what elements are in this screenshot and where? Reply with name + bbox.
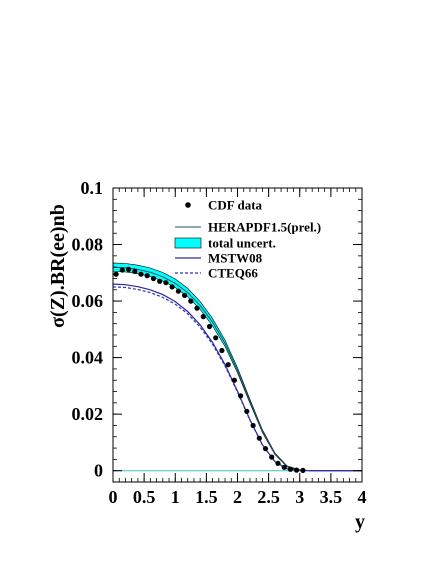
y-tick-label: 0.04 (72, 348, 104, 368)
data-point (206, 323, 213, 330)
y-tick-label: 0 (94, 461, 103, 481)
axes: 0 0.5 1 1.5 2 2.5 3 3.5 4 0 0.02 0.04 0.06 0.08 0.1 (72, 178, 367, 507)
data-point (175, 288, 181, 294)
data-point (200, 314, 206, 320)
data-point (219, 347, 225, 354)
data-point (113, 271, 119, 277)
data-point (231, 377, 237, 383)
data-point (138, 271, 144, 277)
data-point (182, 292, 188, 298)
x-tick-label: 1 (171, 487, 180, 507)
data-point (250, 422, 256, 429)
data-point (132, 268, 138, 274)
data-point (144, 273, 150, 279)
legend-label: HERAPDF1.5(prel.) (208, 220, 321, 235)
x-axis-title: y (355, 511, 365, 533)
data-point (169, 284, 175, 290)
data-point (262, 446, 269, 452)
y-tick-label: 0.06 (72, 291, 104, 311)
data-point (238, 393, 244, 399)
data-point (244, 408, 250, 414)
data-point (300, 467, 306, 473)
data-point (275, 460, 281, 466)
y-tick-label: 0.1 (81, 178, 104, 198)
x-tick-label: 2.5 (257, 487, 280, 507)
data-point (157, 278, 163, 284)
x-tick-label: 1.5 (195, 487, 218, 507)
data-point (281, 464, 287, 470)
data-point (119, 267, 125, 273)
data-point (213, 335, 219, 341)
mstw08-line (112, 283, 362, 472)
data-point (163, 280, 169, 286)
data-point (225, 362, 231, 368)
data-point (188, 298, 194, 304)
legend-key-cdf-data (185, 202, 191, 208)
cteq66-line (112, 286, 362, 472)
y-axis-title: σ(Z).BR(ee)nb (47, 204, 69, 328)
plot-area (112, 262, 362, 473)
legend-label: CTEQ66 (208, 266, 258, 281)
legend: CDF data HERAPDF1.5(prel.)total uncert.MS… (174, 198, 321, 281)
y-tick-label: 0.08 (72, 235, 104, 255)
legend-label: MSTW08 (208, 251, 263, 266)
x-tick-label: 2 (233, 487, 242, 507)
data-point (269, 454, 275, 460)
legend-label: CDF data (208, 198, 263, 213)
data-point (294, 467, 300, 473)
data-point (126, 266, 132, 272)
data-point (287, 466, 293, 472)
x-tick-label: 0.5 (133, 487, 156, 507)
data-point (256, 435, 262, 441)
y-tick-label: 0.02 (72, 404, 104, 424)
x-tick-label: 3 (295, 487, 304, 507)
x-tick-label: 0 (109, 487, 118, 507)
legend-label: total uncert. (208, 236, 276, 251)
legend-key-band (174, 237, 202, 249)
data-point (194, 305, 200, 311)
x-tick-label: 4 (358, 487, 367, 507)
uncertainty-band (112, 262, 362, 471)
x-tick-label: 3.5 (320, 487, 343, 507)
data-point (150, 275, 157, 282)
